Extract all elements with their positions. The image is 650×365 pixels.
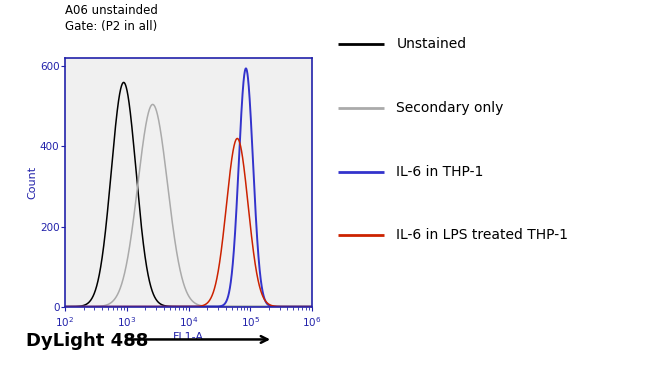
Text: IL-6 in THP-1: IL-6 in THP-1: [396, 165, 484, 178]
Text: Unstained: Unstained: [396, 37, 467, 51]
Text: A06 unstainded
Gate: (P2 in all): A06 unstainded Gate: (P2 in all): [65, 4, 158, 33]
Text: Secondary only: Secondary only: [396, 101, 504, 115]
Text: IL-6 in LPS treated THP-1: IL-6 in LPS treated THP-1: [396, 228, 569, 242]
Y-axis label: Count: Count: [27, 166, 37, 199]
X-axis label: FL1-A: FL1-A: [173, 332, 204, 342]
Text: DyLight 488: DyLight 488: [26, 333, 148, 350]
